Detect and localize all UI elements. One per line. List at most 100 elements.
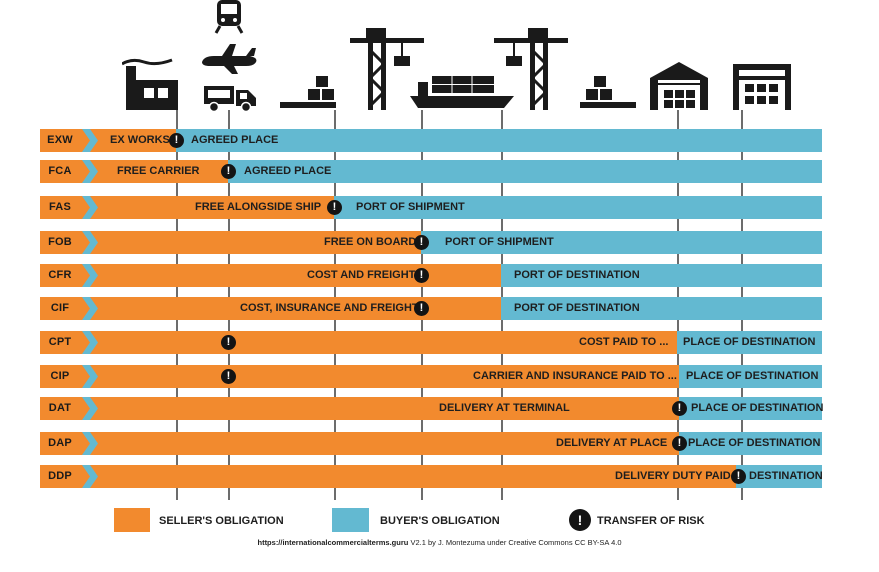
pallet-icon [580, 76, 636, 108]
row-dat: DAT DELIVERY AT TERMINAL ! PLACE OF DEST… [40, 397, 824, 420]
seller-segment [40, 264, 501, 287]
buyer-text: PLACE OF DESTINATION [683, 336, 816, 348]
buyer-segment [677, 331, 822, 354]
seller-text: FREE CARRIER [117, 165, 200, 177]
warehouse-icon [733, 64, 791, 110]
crane-icon [350, 28, 424, 110]
buyer-segment [679, 365, 822, 388]
seller-segment [40, 231, 421, 254]
seller-swatch [114, 508, 150, 532]
row-exw: EXW EX WORKS ! AGREED PLACE [40, 129, 822, 152]
seller-text: COST, INSURANCE AND FREIGHT [240, 302, 419, 314]
incoterm-code: CIP [40, 365, 80, 388]
row-cpt: CPT ! COST PAID TO ... PLACE OF DESTINAT… [40, 331, 822, 354]
plane-icon [202, 44, 257, 74]
incoterm-code: FAS [40, 196, 80, 219]
buyer-text: PLACE OF DESTINATION [686, 370, 819, 382]
risk-icon: ! [327, 200, 342, 215]
buyer-text: PORT OF DESTINATION [514, 269, 640, 281]
credit-url: https://internationalcommercialterms.gur… [257, 538, 409, 547]
row-cif: CIF COST, INSURANCE AND FREIGHT ! PORT O… [40, 297, 822, 320]
buyer-segment [679, 397, 822, 420]
chevron-icon [82, 365, 98, 388]
incoterm-code: DAT [40, 397, 80, 420]
buyer-segment [334, 196, 822, 219]
risk-icon: ! [569, 509, 591, 531]
risk-icon: ! [221, 369, 236, 384]
crane-icon [494, 28, 568, 110]
buyer-text: PLACE OF DESTINATION [688, 437, 821, 449]
chevron-icon [82, 160, 98, 183]
truck-icon [204, 86, 256, 112]
risk-icon: ! [414, 268, 429, 283]
train-icon [214, 0, 244, 34]
factory-icon [122, 58, 178, 110]
seller-segment [40, 465, 736, 488]
row-fca: FCA FREE CARRIER ! AGREED PLACE [40, 160, 822, 183]
incoterm-code: CIF [40, 297, 80, 320]
seller-text: DELIVERY AT TERMINAL [439, 402, 570, 414]
row-cfr: CFR COST AND FREIGHT ! PORT OF DESTINATI… [40, 264, 822, 287]
pallet-icon [280, 76, 336, 108]
chevron-icon [82, 331, 98, 354]
seller-segment [40, 297, 501, 320]
seller-text: CARRIER AND INSURANCE PAID TO ... [473, 370, 677, 382]
chevron-icon [82, 196, 98, 219]
chevron-icon [82, 397, 98, 420]
seller-text: DELIVERY DUTY PAID [615, 470, 731, 482]
risk-icon: ! [731, 469, 746, 484]
buyer-text: PLACE OF DESTINATION [691, 402, 824, 414]
seller-segment [40, 196, 334, 219]
buyer-text: AGREED PLACE [191, 134, 279, 146]
incoterm-code: EXW [40, 129, 80, 152]
buyer-segment [176, 129, 822, 152]
incoterm-code: FCA [40, 160, 80, 183]
incoterm-code: FOB [40, 231, 80, 254]
risk-icon: ! [414, 235, 429, 250]
buyer-text: DESTINATION [749, 470, 823, 482]
buyer-segment [501, 297, 822, 320]
chevron-icon [82, 264, 98, 287]
buyer-segment [421, 231, 822, 254]
credit-line: https://internationalcommercialterms.gur… [0, 538, 879, 547]
buyer-segment [501, 264, 822, 287]
seller-text: DELIVERY AT PLACE [556, 437, 668, 449]
risk-icon: ! [672, 401, 687, 416]
buyer-segment [228, 160, 822, 183]
legend-risk-label: TRANSFER OF RISK [597, 515, 705, 527]
incoterm-code: CPT [40, 331, 80, 354]
row-fob: FOB FREE ON BOARD ! PORT OF SHIPMENT [40, 231, 822, 254]
seller-text: COST AND FREIGHT [307, 269, 416, 281]
seller-segment [40, 432, 679, 455]
risk-icon: ! [672, 436, 687, 451]
chevron-icon [82, 465, 98, 488]
seller-segment [40, 331, 677, 354]
risk-icon: ! [221, 164, 236, 179]
chevron-icon [82, 129, 98, 152]
buyer-text: PORT OF SHIPMENT [356, 201, 465, 213]
row-dap: DAP DELIVERY AT PLACE ! PLACE OF DESTINA… [40, 432, 822, 455]
row-fas: FAS FREE ALONGSIDE SHIP ! PORT OF SHIPME… [40, 196, 822, 219]
warehouse-icon [650, 62, 708, 110]
seller-segment [40, 365, 679, 388]
row-cip: CIP ! CARRIER AND INSURANCE PAID TO ... … [40, 365, 822, 388]
legend-seller-label: SELLER'S OBLIGATION [159, 515, 284, 527]
chevron-icon [82, 231, 98, 254]
chevron-icon [82, 432, 98, 455]
seller-segment [40, 397, 679, 420]
seller-text: COST PAID TO ... [579, 336, 669, 348]
buyer-text: AGREED PLACE [244, 165, 332, 177]
incoterm-code: CFR [40, 264, 80, 287]
risk-icon: ! [414, 301, 429, 316]
seller-text: FREE ON BOARD [324, 236, 417, 248]
risk-icon: ! [169, 133, 184, 148]
row-ddp: DDP DELIVERY DUTY PAID ! DESTINATION [40, 465, 823, 488]
chevron-icon [82, 297, 98, 320]
legend-buyer-label: BUYER'S OBLIGATION [380, 515, 500, 527]
ship-icon [410, 76, 514, 108]
seller-text: FREE ALONGSIDE SHIP [195, 201, 322, 213]
buyer-text: PORT OF DESTINATION [514, 302, 640, 314]
buyer-segment [736, 465, 822, 488]
credit-text: V2.1 by J. Montezuma under Creative Comm… [408, 538, 622, 547]
